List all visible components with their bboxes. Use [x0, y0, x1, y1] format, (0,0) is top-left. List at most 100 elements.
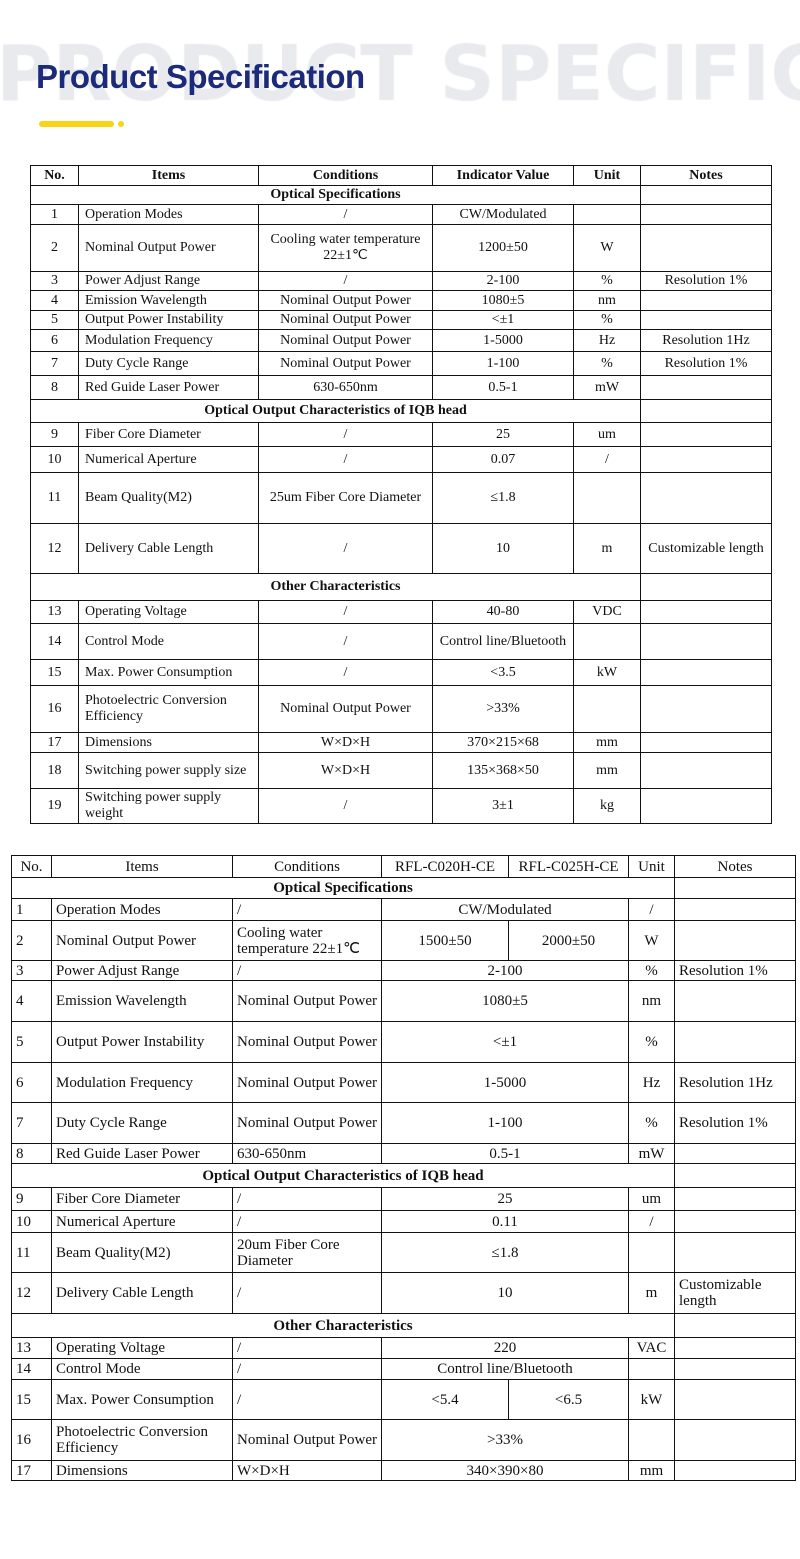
cell-unit: m	[628, 1272, 675, 1314]
cell-item: Switching power supply size	[78, 752, 259, 789]
cell-condition: W×D×H	[232, 1460, 382, 1481]
section-heading: Optical Specifications	[11, 877, 675, 899]
cell-condition: /	[258, 623, 433, 660]
cell-condition: Nominal Output Power	[258, 329, 433, 352]
table-row: 14 Control Mode / Control line/Bluetooth	[11, 1358, 796, 1380]
spec-table-c020-c025: No. Items Conditions RFL-C020H-CE RFL-C025H-…	[11, 855, 796, 1481]
cell-unit: Hz	[628, 1062, 675, 1103]
page-title: Product Specification	[36, 58, 365, 95]
section-row: Other Characteristics	[11, 1313, 796, 1338]
cell-notes	[674, 1460, 796, 1481]
cell-condition: /	[258, 659, 433, 686]
cell-item: Dimensions	[51, 1460, 233, 1481]
section-heading: Optical Output Characteristics of IQB he…	[11, 1163, 675, 1188]
column-header-rfl-c025h-ce: RFL-C025H-CE	[508, 855, 629, 878]
cell-item: Numerical Aperture	[78, 446, 259, 473]
cell-item: Emission Wavelength	[51, 980, 233, 1022]
cell-indicator-value: 0.5-1	[432, 375, 574, 400]
cell-notes: Customizable length	[640, 523, 772, 574]
cell-notes	[674, 1419, 796, 1461]
cell-unit: W	[628, 920, 675, 961]
cell-item: Power Adjust Range	[78, 271, 259, 291]
table-row: 12 Delivery Cable Length/10 m Customizable …	[11, 1272, 796, 1314]
cell-notes	[640, 659, 772, 686]
cell-rfl-c025h-ce: <6.5	[508, 1379, 629, 1420]
cell-notes: Resolution 1%	[674, 960, 796, 981]
section-heading: Optical Output Characteristics of IQB he…	[30, 399, 641, 423]
cell-no: 16	[11, 1419, 52, 1461]
section-heading: Other Characteristics	[30, 573, 641, 601]
cell-notes: Resolution 1Hz	[640, 329, 772, 352]
cell-rfl-c020h-ce: 1080±5	[381, 980, 629, 1022]
table-row: 1 Operation Modes / CW/Modulated	[30, 204, 772, 225]
cell-notes	[674, 1358, 796, 1380]
cell-unit: /	[628, 898, 675, 921]
cell-notes	[674, 1337, 796, 1359]
cell-item: Max. Power Consumption	[51, 1379, 233, 1420]
cell-unit: mm	[573, 732, 641, 753]
cell-unit: um	[628, 1187, 675, 1211]
cell-indicator-value: <±1	[432, 310, 574, 330]
cell-unit: m	[573, 523, 641, 574]
cell-notes	[674, 1143, 796, 1164]
table-row: 3 Power Adjust Range/2-100% Resolution 1%	[30, 271, 772, 291]
cell-no: 8	[30, 375, 79, 400]
cell-condition: Nominal Output Power	[232, 1419, 382, 1461]
section-row: Optical Specifications	[30, 185, 772, 205]
cell-condition: /	[258, 788, 433, 824]
cell-indicator-value: 25	[432, 422, 574, 447]
cell-rfl-c020h-ce: 0.5-1	[381, 1143, 629, 1164]
cell-rfl-c020h-ce: <±1	[381, 1021, 629, 1063]
cell-item: Duty Cycle Range	[78, 351, 259, 376]
cell-indicator-value: 2-100	[432, 271, 574, 291]
cell-item: Operating Voltage	[51, 1337, 233, 1359]
table-row: 2 Nominal Output Power Cooling water tempe…	[30, 224, 772, 272]
cell-notes	[640, 752, 772, 789]
cell-rfl-c020h-ce: ≤1.8	[381, 1232, 629, 1273]
cell-notes	[640, 788, 772, 824]
title-underline-bar	[39, 121, 114, 127]
title-underline-dot	[118, 121, 124, 127]
cell-indicator-value: >33%	[432, 685, 574, 733]
cell-rfl-c020h-ce: 340×390×80	[381, 1460, 629, 1481]
cell-unit: kg	[573, 788, 641, 824]
table-row: 15 Max. Power Consumption / <3.5 kW	[30, 659, 772, 686]
column-header-indicator-value: Indicator Value	[432, 165, 574, 186]
cell-unit: kW	[628, 1379, 675, 1420]
table-header-row: No. Items Conditions RFL-C020H-CE RFL-C025H-…	[11, 855, 796, 878]
cell-item: Modulation Frequency	[51, 1062, 233, 1103]
column-header-condition: Conditions	[232, 855, 382, 878]
cell-condition: /	[258, 446, 433, 473]
cell-notes	[674, 920, 796, 961]
cell-no: 15	[30, 659, 79, 686]
cell-no: 10	[11, 1210, 52, 1233]
column-header-no: No.	[11, 855, 52, 878]
cell-rfl-c020h-ce: 0.11	[381, 1210, 629, 1233]
cell-notes	[640, 472, 772, 524]
cell-condition: 630-650nm	[258, 375, 433, 400]
cell-no: 17	[11, 1460, 52, 1481]
cell-unit: um	[573, 422, 641, 447]
cell-notes	[674, 1379, 796, 1420]
table-row: 13 Operating Voltage/40-80 VDC	[30, 600, 772, 624]
cell-rfl-c020h-ce: Control line/Bluetooth	[381, 1358, 629, 1380]
cell-indicator-value: 135×368×50	[432, 752, 574, 789]
cell-item: Control Mode	[78, 623, 259, 660]
column-header-notes: Notes	[674, 855, 796, 878]
table-row: 6 Modulation Frequency Nominal Output Powe…	[11, 1062, 796, 1103]
cell-notes	[674, 1232, 796, 1273]
cell-item: Photoelectric Conversion Efficiency	[51, 1419, 233, 1461]
cell-condition: /	[258, 523, 433, 574]
table-row: 4 Emission Wavelength Nominal Output Power…	[11, 980, 796, 1022]
table-row: 9 Fiber Core Diameter/25 um	[11, 1187, 796, 1211]
cell-notes	[640, 224, 772, 272]
cell-no: 12	[11, 1272, 52, 1314]
cell-item: Red Guide Laser Power	[51, 1143, 233, 1164]
spec-table-1200w: No. Items Conditions Indicator Value Unit Not…	[30, 165, 772, 824]
cell-unit: VDC	[573, 600, 641, 624]
cell-condition: /	[232, 1358, 382, 1380]
cell-condition: /	[232, 1337, 382, 1359]
cell-item: Dimensions	[78, 732, 259, 753]
cell-item: Beam Quality(M2)	[51, 1232, 233, 1273]
cell-unit: %	[628, 1021, 675, 1063]
